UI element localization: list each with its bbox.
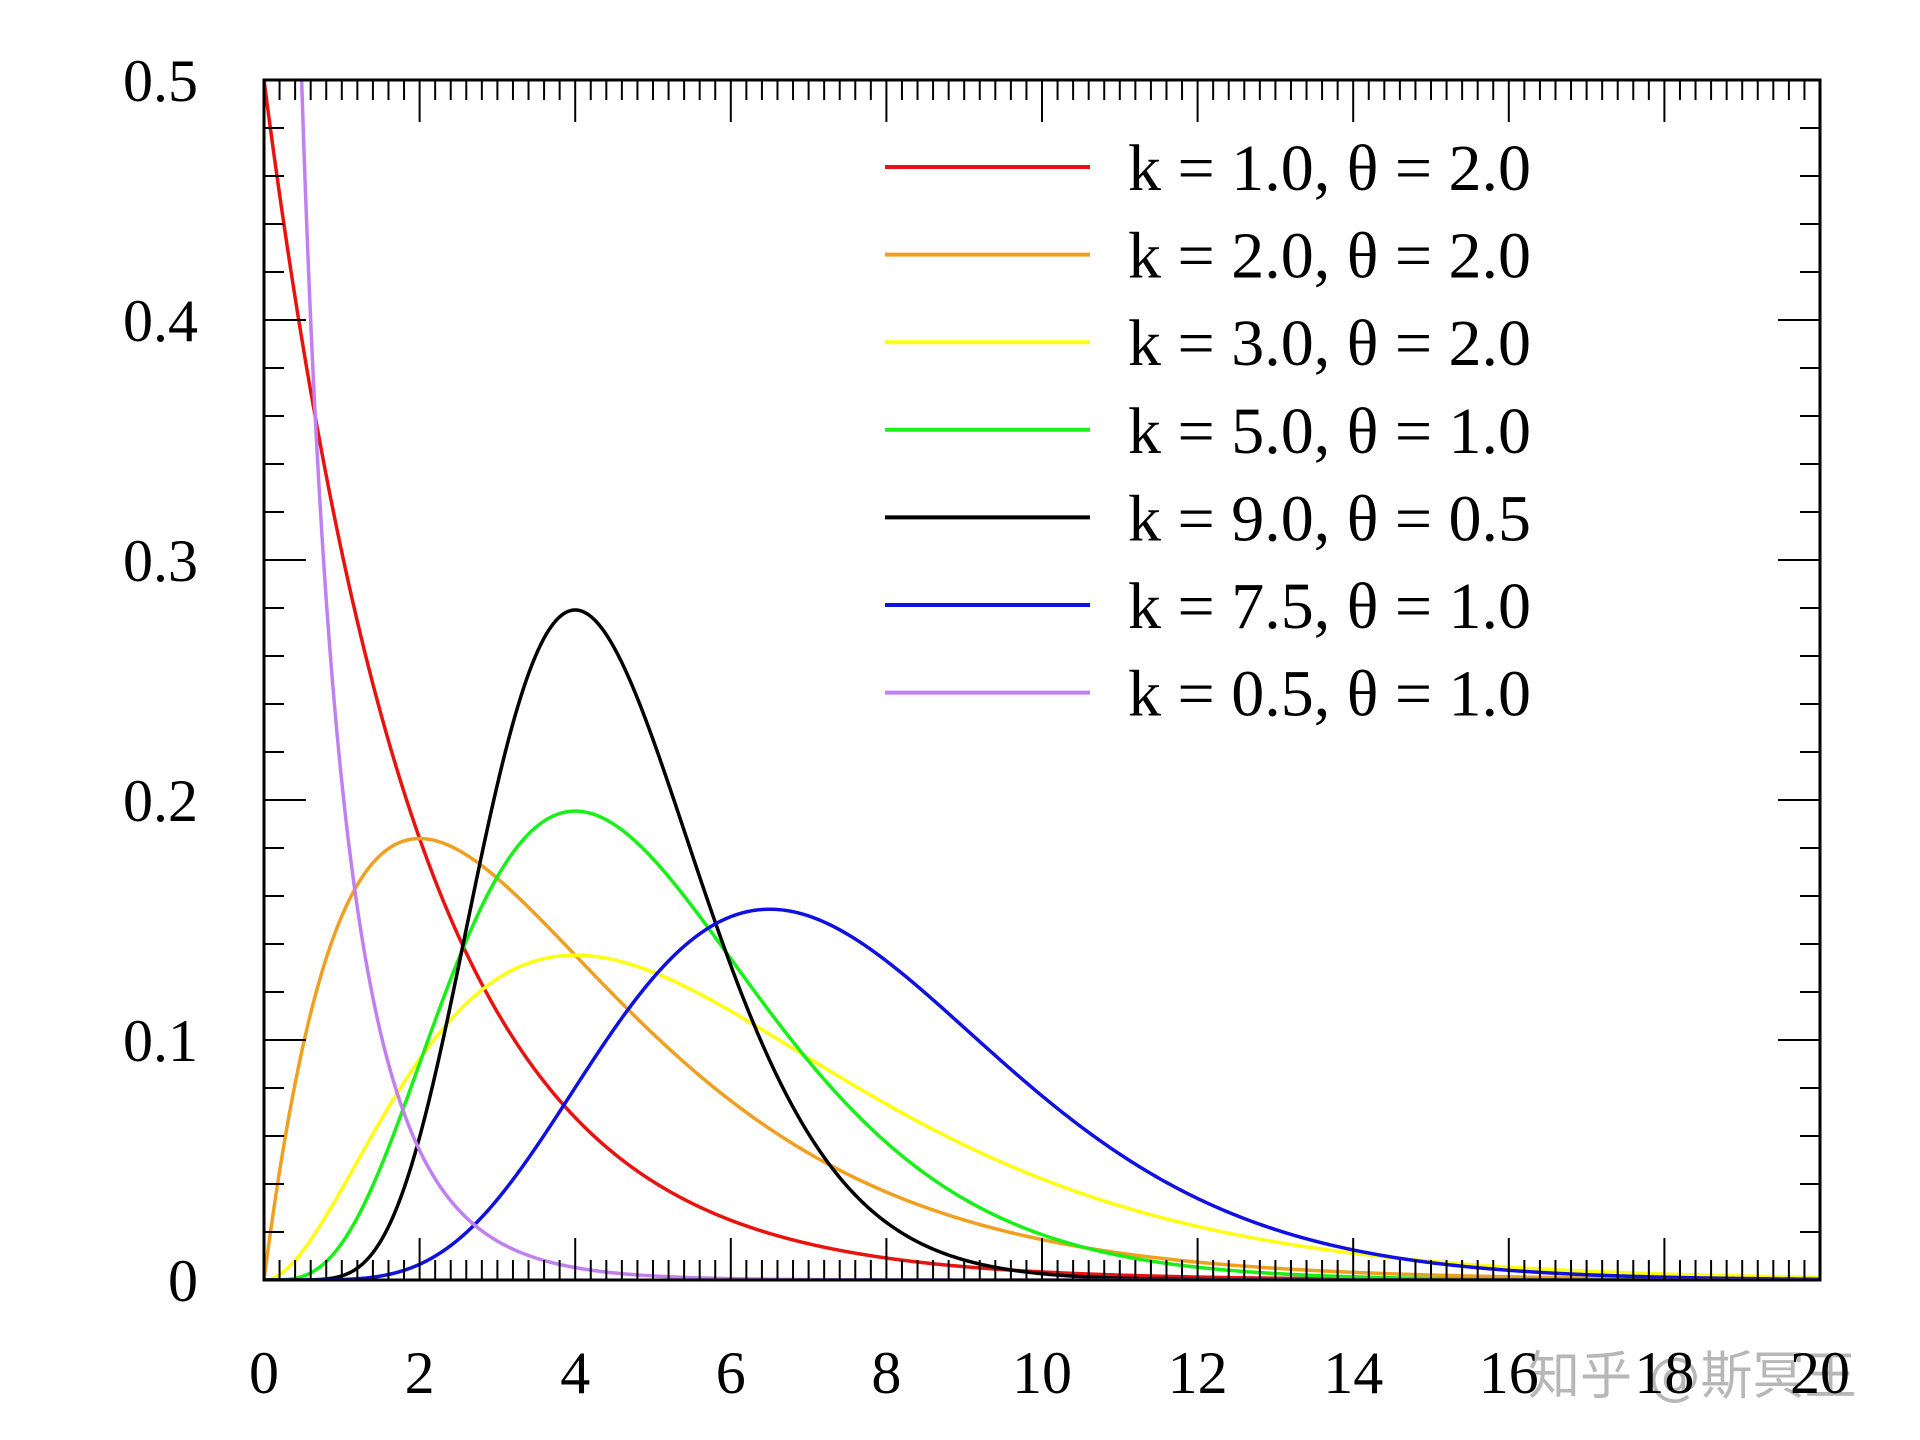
x-tick-label: 8 bbox=[871, 1340, 901, 1406]
series-layer bbox=[264, 80, 1820, 1280]
series-line-4 bbox=[264, 809, 1820, 1280]
x-tick-label: 6 bbox=[716, 1340, 746, 1406]
x-tick-label: 10 bbox=[1012, 1340, 1072, 1406]
y-tick-label: 0.1 bbox=[123, 1008, 198, 1074]
watermark: 知乎 @斯冥王 bbox=[1528, 1347, 1857, 1407]
legend-label-2: k = 2.0, θ = 2.0 bbox=[1128, 220, 1531, 293]
plot-frame bbox=[262, 78, 1822, 1282]
legend-label-6: k = 7.5, θ = 1.0 bbox=[1128, 570, 1531, 643]
y-tick-labels: 0 0.1 0.2 0.3 0.4 0.5 bbox=[123, 48, 198, 1314]
x-tick-label: 2 bbox=[405, 1340, 435, 1406]
x-tick-label: 20 bbox=[1790, 1340, 1850, 1406]
series-line-3 bbox=[264, 953, 1820, 1280]
legend-label-7: k = 0.5, θ = 1.0 bbox=[1128, 658, 1531, 731]
y-tick-label: 0.5 bbox=[123, 48, 198, 114]
y-tick-label: 0.2 bbox=[123, 768, 198, 834]
x-tick-label: 0 bbox=[249, 1340, 279, 1406]
x-tick-label: 12 bbox=[1168, 1340, 1228, 1406]
legend-label-3: k = 3.0, θ = 2.0 bbox=[1128, 307, 1531, 380]
series-line-1 bbox=[264, 80, 1820, 1280]
y-tick-label: 0.3 bbox=[123, 528, 198, 594]
y-tick-label: 0.4 bbox=[123, 288, 198, 354]
x-tick-label: 14 bbox=[1323, 1340, 1383, 1406]
x-tick-label: 18 bbox=[1634, 1340, 1694, 1406]
x-tick-label: 4 bbox=[560, 1340, 590, 1406]
series-line-2 bbox=[264, 836, 1820, 1280]
x-tick-labels: 0 2 4 6 8 10 12 14 16 18 20 bbox=[249, 1340, 1850, 1406]
legend-label-5: k = 9.0, θ = 0.5 bbox=[1128, 482, 1531, 555]
legend: k = 1.0, θ = 2.0 k = 2.0, θ = 2.0 k = 3.0,… bbox=[885, 132, 1531, 731]
axis-ticks bbox=[263, 79, 1821, 1281]
legend-label-4: k = 5.0, θ = 1.0 bbox=[1128, 395, 1531, 468]
series-line-6 bbox=[264, 907, 1820, 1280]
legend-label-1: k = 1.0, θ = 2.0 bbox=[1128, 132, 1531, 205]
x-tick-label: 16 bbox=[1479, 1340, 1539, 1406]
series-line-7 bbox=[299, 80, 1820, 1280]
y-tick-label: 0 bbox=[168, 1248, 198, 1314]
